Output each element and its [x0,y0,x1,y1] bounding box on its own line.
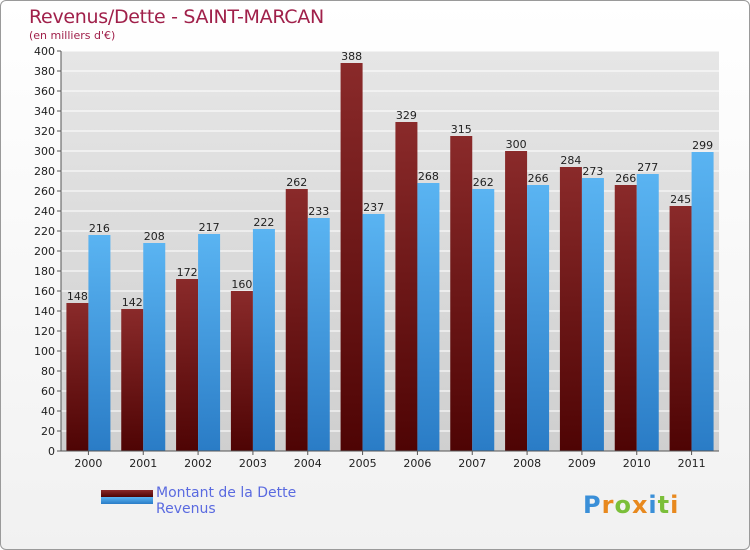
data-label-revenus: 266 [528,172,549,185]
y-tick-label: 180 [34,265,55,278]
y-tick-label: 120 [34,325,55,338]
y-tick-label: 140 [34,305,55,318]
data-label-debt: 388 [341,50,362,63]
bar-revenus [417,183,440,451]
x-tick-label: 2011 [678,457,706,470]
data-label-revenus: 273 [582,165,603,178]
data-label-debt: 172 [177,266,198,279]
data-label-revenus: 237 [363,201,384,214]
y-tick-label: 200 [34,245,55,258]
data-label-revenus: 262 [473,176,494,189]
x-tick-label: 2003 [239,457,267,470]
data-label-revenus: 222 [253,216,274,229]
bar-debt [395,122,418,451]
data-label-revenus: 217 [199,221,220,234]
x-tick-label: 2010 [623,457,651,470]
bar-revenus [88,235,111,451]
logo-letter: i [648,491,658,519]
y-tick-label: 320 [34,125,55,138]
x-tick-label: 2008 [513,457,541,470]
bar-revenus [198,234,221,451]
y-tick-label: 100 [34,345,55,358]
data-label-debt: 329 [396,109,417,122]
y-tick-label: 20 [41,425,55,438]
data-label-revenus: 268 [418,170,439,183]
data-label-debt: 262 [286,176,307,189]
data-label-debt: 300 [506,138,527,151]
bar-debt [559,167,582,451]
data-label-debt: 315 [451,123,472,136]
chart-title: Revenus/Dette - SAINT-MARCAN [29,6,324,28]
data-label-revenus: 277 [637,161,658,174]
logo-letter: r [601,491,615,519]
data-label-revenus: 299 [692,139,713,152]
bar-debt [230,291,253,451]
x-tick-label: 2007 [458,457,486,470]
y-tick-label: 80 [41,365,55,378]
data-label-debt: 142 [122,296,143,309]
bar-revenus [636,174,659,451]
bar-revenus [691,152,714,451]
legend-label-revenus: Revenus [156,501,216,517]
x-tick-label: 2005 [349,457,377,470]
data-label-debt: 245 [670,193,691,206]
bar-debt [176,279,199,451]
x-tick-label: 2000 [74,457,102,470]
data-label-debt: 266 [615,172,636,185]
bar-revenus [362,214,385,451]
y-tick-label: 260 [34,185,55,198]
bar-debt [614,185,637,451]
x-tick-label: 2004 [294,457,322,470]
data-label-revenus: 208 [144,230,165,243]
logo-letter: o [614,491,632,519]
y-tick-label: 240 [34,205,55,218]
x-tick-label: 2006 [403,457,431,470]
legend-swatch-debt [101,490,153,497]
bar-debt [340,63,363,451]
logo-letter: P [583,491,602,519]
y-tick-label: 0 [48,445,55,458]
legend-swatch-revenus [101,497,153,504]
legend-label-debt: Montant de la Dette [156,485,297,501]
y-tick-label: 360 [34,85,55,98]
y-tick-label: 340 [34,105,55,118]
bar-debt [450,136,473,451]
y-tick-label: 300 [34,145,55,158]
bar-debt [121,309,144,451]
bar-debt [505,151,528,451]
logo-letter: i [670,491,680,519]
bar-debt [66,303,89,451]
bar-revenus [143,243,166,451]
bar-revenus [307,218,330,451]
chart-subtitle: (en milliers d'€) [29,29,116,42]
y-tick-label: 40 [41,405,55,418]
data-label-debt: 148 [67,290,88,303]
bar-revenus [581,178,604,451]
bar-debt [285,189,308,451]
proxiti-logo: Proxiti [583,491,679,519]
x-tick-label: 2002 [184,457,212,470]
y-tick-label: 60 [41,385,55,398]
bar-revenus [527,185,550,451]
bar-debt [669,206,692,451]
data-label-revenus: 233 [308,205,329,218]
logo-letter: x [631,491,649,519]
y-tick-label: 400 [34,45,55,58]
y-tick-label: 380 [34,65,55,78]
y-tick-label: 220 [34,225,55,238]
logo-letter: t [657,491,671,519]
x-tick-label: 2009 [568,457,596,470]
data-label-debt: 284 [560,154,581,167]
bar-revenus [472,189,495,451]
y-tick-label: 160 [34,285,55,298]
bar-revenus [252,229,275,451]
y-tick-label: 280 [34,165,55,178]
data-label-debt: 160 [231,278,252,291]
x-tick-label: 2001 [129,457,157,470]
data-label-revenus: 216 [89,222,110,235]
